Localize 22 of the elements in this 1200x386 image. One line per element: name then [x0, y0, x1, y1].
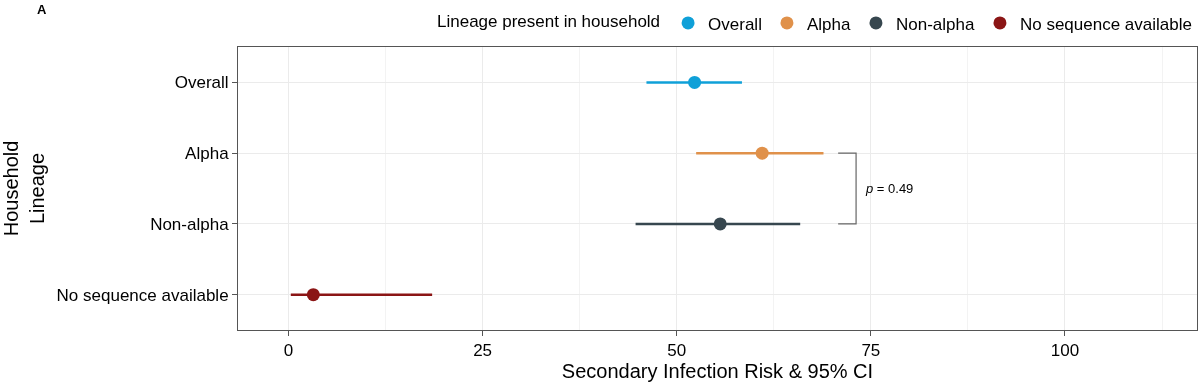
y-tick-label: Non-alpha: [150, 214, 230, 234]
annotation: p = 0.49: [865, 181, 914, 196]
x-tick-label: 100: [1050, 341, 1080, 361]
y-tick-label: Alpha: [185, 144, 230, 164]
point: [688, 75, 702, 89]
x-axis-title: Secondary Infection Risk & 95% CI: [561, 360, 874, 383]
x-tick-label: 25: [473, 341, 493, 361]
y-tick-label: Overall: [174, 73, 229, 93]
text: A: [37, 2, 47, 17]
x-tick-label: 75: [861, 341, 881, 361]
x-tick-label: 50: [667, 341, 687, 361]
legend-title: Lineage present in household: [437, 12, 661, 32]
point: [713, 217, 727, 231]
y-axis-title: Household Lineage: [0, 140, 48, 237]
y-tick-label: No sequence available: [56, 285, 229, 305]
legend-label: No sequence available: [1019, 14, 1192, 34]
x-tick-label: 0: [283, 341, 294, 361]
legend-label: Overall: [708, 14, 762, 34]
point: [306, 288, 320, 302]
point: [755, 146, 769, 160]
legend-label: Non-alpha: [895, 14, 975, 34]
legend-label: Alpha: [806, 14, 851, 34]
